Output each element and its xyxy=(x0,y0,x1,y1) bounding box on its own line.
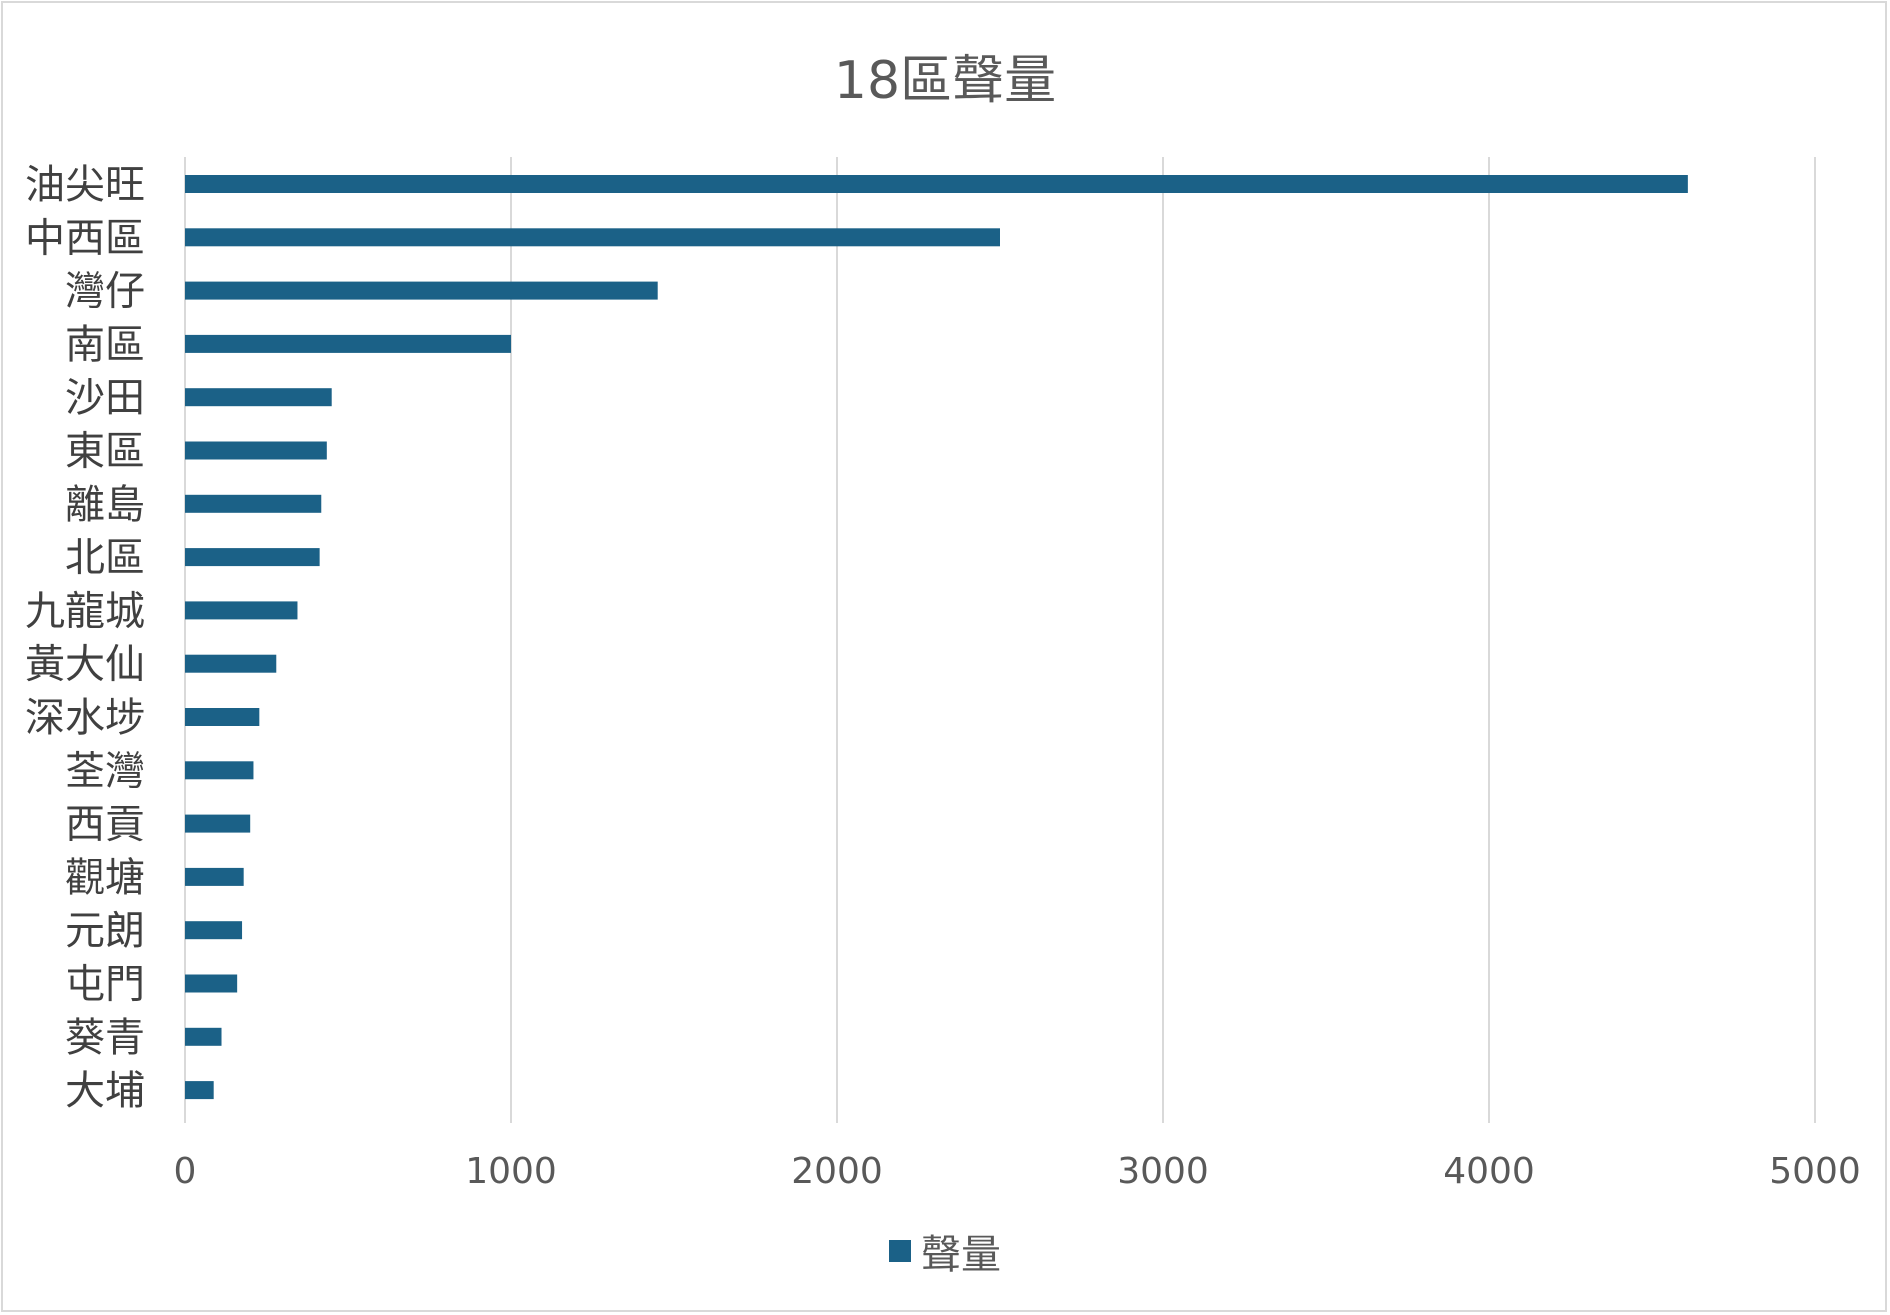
category-label-15: 元朗 xyxy=(65,908,145,954)
chart-legend: 聲量 xyxy=(0,1222,1890,1280)
bar-1 xyxy=(185,175,1688,193)
category-label-5: 沙田 xyxy=(65,375,145,421)
category-label-6: 東區 xyxy=(65,429,145,475)
category-label-8: 北區 xyxy=(65,535,145,581)
legend-label: 聲量 xyxy=(921,1232,1001,1278)
bar-5 xyxy=(185,388,332,407)
bar-15 xyxy=(185,921,243,940)
bar-14 xyxy=(185,867,244,886)
bar-3 xyxy=(185,281,658,300)
bar-11 xyxy=(185,708,260,726)
bar-4 xyxy=(185,334,511,353)
category-label-14: 觀塘 xyxy=(65,855,145,901)
legend-swatch xyxy=(889,1240,911,1262)
bar-18 xyxy=(185,1081,214,1100)
category-label-11: 深水埗 xyxy=(25,695,145,741)
x-tick-label-1000: 1000 xyxy=(465,1151,557,1192)
bar-6 xyxy=(185,441,327,460)
category-label-3: 灣仔 xyxy=(65,269,145,315)
bar-16 xyxy=(185,974,238,993)
category-label-18: 大埔 xyxy=(65,1068,145,1114)
category-label-12: 荃灣 xyxy=(65,748,145,794)
chart-title: 18區聲量 xyxy=(833,51,1057,111)
x-tick-label-0: 0 xyxy=(174,1151,197,1192)
category-label-16: 屯門 xyxy=(65,962,145,1008)
bar-10 xyxy=(185,654,277,673)
bar-9 xyxy=(185,601,298,620)
category-label-9: 九龍城 xyxy=(25,588,145,634)
category-label-2: 中西區 xyxy=(25,215,145,261)
x-tick-label-2000: 2000 xyxy=(791,1151,883,1192)
x-tick-label-5000: 5000 xyxy=(1769,1151,1861,1192)
bar-2 xyxy=(185,228,1000,247)
category-label-13: 西貢 xyxy=(65,802,145,848)
x-tick-label-3000: 3000 xyxy=(1117,1151,1209,1192)
category-label-7: 離島 xyxy=(65,482,145,528)
bar-17 xyxy=(185,1027,222,1046)
x-tick-label-4000: 4000 xyxy=(1443,1151,1535,1192)
bar-13 xyxy=(185,814,251,833)
bar-7 xyxy=(185,494,322,513)
bar-8 xyxy=(185,548,320,567)
category-label-10: 黃大仙 xyxy=(25,642,145,688)
category-label-4: 南區 xyxy=(65,322,145,368)
category-label-1: 油尖旺 xyxy=(25,162,145,208)
bar-12 xyxy=(185,761,254,780)
category-label-17: 葵青 xyxy=(65,1015,145,1061)
